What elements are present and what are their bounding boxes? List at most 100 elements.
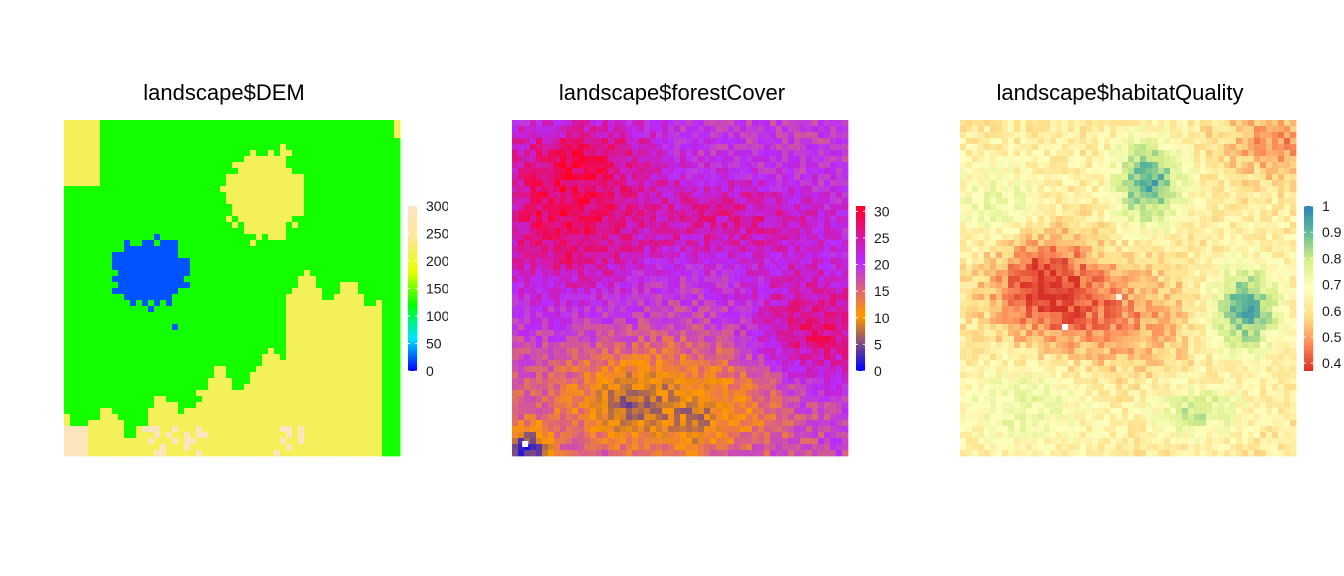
heatmap-cell	[190, 372, 197, 379]
heatmap-cell	[208, 198, 215, 205]
heatmap-cell	[364, 186, 371, 193]
heatmap-cell	[394, 414, 401, 421]
heatmap-cell	[214, 168, 221, 175]
heatmap-cell	[782, 138, 789, 145]
heatmap-cell	[782, 180, 789, 187]
heatmap-cell	[292, 234, 299, 241]
heatmap-cell	[304, 366, 311, 373]
heatmap-cell	[812, 282, 819, 289]
heatmap-cell	[842, 306, 849, 313]
heatmap-cell	[250, 228, 257, 235]
heatmap-cell	[316, 402, 323, 409]
heatmap-cell	[76, 444, 83, 451]
heatmap-cell	[752, 240, 759, 247]
heatmap-cell	[340, 234, 347, 241]
heatmap-cell	[602, 144, 609, 151]
heatmap-cell	[238, 258, 245, 265]
heatmap-cell	[358, 348, 365, 355]
heatmap-cell	[70, 270, 77, 277]
heatmap-cell	[340, 186, 347, 193]
heatmap-cell	[154, 294, 161, 301]
heatmap-cell	[316, 138, 323, 145]
heatmap-cell	[310, 162, 317, 169]
heatmap-cell	[536, 126, 543, 133]
heatmap-cell	[382, 414, 389, 421]
heatmap-cell	[208, 372, 215, 379]
heatmap-cell	[64, 186, 71, 193]
heatmap-cell	[328, 198, 335, 205]
heatmap-cell	[370, 150, 377, 157]
heatmap-cell	[286, 378, 293, 385]
heatmap-cell	[340, 222, 347, 229]
heatmap-cell	[518, 132, 525, 139]
heatmap-cell	[244, 168, 251, 175]
heatmap-cell	[776, 138, 783, 145]
heatmap-cell	[316, 264, 323, 271]
heatmap-cell	[346, 156, 353, 163]
heatmap-cell	[614, 198, 621, 205]
heatmap-cell	[256, 216, 263, 223]
heatmap-cell	[322, 432, 329, 439]
heatmap-cell	[358, 174, 365, 181]
heatmap-cell	[340, 126, 347, 133]
heatmap-cell	[364, 330, 371, 337]
heatmap-cell	[512, 198, 519, 205]
heatmap-cell	[238, 162, 245, 169]
heatmap-cell	[716, 204, 723, 211]
heatmap-cell	[280, 390, 287, 397]
heatmap-cell	[334, 240, 341, 247]
heatmap-cell	[250, 144, 257, 151]
heatmap-cell	[346, 294, 353, 301]
heatmap-cell	[154, 348, 161, 355]
heatmap-cell	[824, 270, 831, 277]
heatmap-cell	[394, 402, 401, 409]
heatmap-cell	[782, 192, 789, 199]
heatmap-cell	[214, 432, 221, 439]
heatmap-cell	[232, 420, 239, 427]
heatmap-cell	[148, 168, 155, 175]
heatmap-cell	[394, 444, 401, 451]
heatmap-cell	[154, 324, 161, 331]
heatmap-cell	[178, 432, 185, 439]
heatmap-cell	[76, 282, 83, 289]
heatmap-cell	[310, 390, 317, 397]
heatmap-cell	[764, 150, 771, 157]
heatmap-cell	[166, 312, 173, 319]
heatmap-cell	[166, 342, 173, 349]
heatmap-cell	[148, 354, 155, 361]
heatmap-cell	[286, 132, 293, 139]
heatmap-cell	[722, 156, 729, 163]
heatmap-cell	[554, 210, 561, 217]
heatmap-cell	[364, 384, 371, 391]
heatmap-cell	[238, 204, 245, 211]
heatmap-cell	[322, 300, 329, 307]
heatmap-cell	[112, 444, 119, 451]
heatmap-cell	[118, 402, 125, 409]
heatmap-cell	[566, 222, 573, 229]
heatmap-cell	[842, 276, 849, 283]
heatmap-cell	[226, 204, 233, 211]
heatmap-cell	[136, 330, 143, 337]
heatmap-cell	[88, 180, 95, 187]
heatmap-cell	[94, 258, 101, 265]
heatmap-cell	[818, 144, 825, 151]
heatmap-cell	[638, 204, 645, 211]
heatmap-cell	[232, 264, 239, 271]
heatmap-cell	[178, 330, 185, 337]
heatmap-cell	[638, 132, 645, 139]
heatmap-cell	[214, 330, 221, 337]
heatmap-cell	[358, 342, 365, 349]
heatmap-cell	[518, 294, 525, 301]
heatmap-cell	[94, 138, 101, 145]
heatmap-cell	[358, 312, 365, 319]
heatmap-cell	[806, 138, 813, 145]
heatmap-cell	[566, 180, 573, 187]
heatmap-cell	[112, 246, 119, 253]
heatmap-cell	[554, 186, 561, 193]
heatmap-cell	[740, 276, 747, 283]
heatmap-cell	[716, 180, 723, 187]
heatmap-cell	[316, 354, 323, 361]
heatmap-cell	[352, 348, 359, 355]
heatmap-cell	[82, 132, 89, 139]
heatmap-cell	[746, 144, 753, 151]
